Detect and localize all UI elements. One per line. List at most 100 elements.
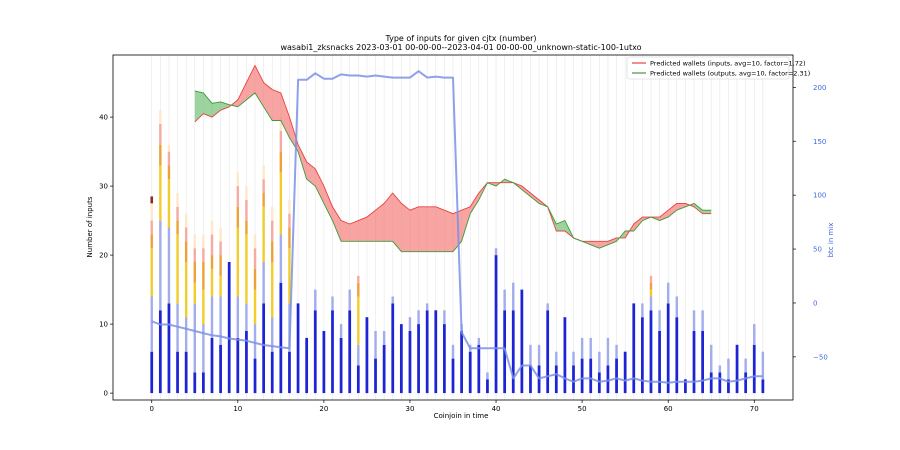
band-segment-38 [521,186,531,197]
bar-third-1 [159,165,162,221]
bar-base-68 [735,344,739,394]
bar-second-61 [675,296,679,318]
band-segment-57 [685,203,695,207]
x-axis-ticks: 0 10 20 30 40 50 60 70 [149,400,759,413]
bar-base-66 [718,372,722,394]
band-segment-48 [607,237,617,245]
bar-second-40 [494,248,498,256]
bar-second-21 [331,296,334,311]
bar-sixth-0 [150,199,153,221]
bar-fourth-5 [193,262,196,283]
bar-base-57 [640,317,644,394]
bar-base-2 [167,303,171,394]
bar-base-58 [649,310,653,394]
y-axis-label: Number of inputs [86,196,94,257]
bar-fifth-13 [262,179,265,193]
band-segment-22 [384,193,393,242]
bar-second-64 [701,310,704,331]
band-segment-29 [444,210,453,252]
bar-base-37 [468,351,472,394]
bar-base-71 [761,379,765,394]
band-segment-31 [461,206,471,242]
bar-sixth-11 [245,186,248,200]
bar-base-54 [615,358,618,394]
y2-tick-label--50: −50 [813,353,828,361]
bar-second-65 [710,344,713,373]
y2-tick-label-50: 50 [813,246,822,254]
bar-sixth-4 [184,213,188,228]
series-line-2 [151,70,763,384]
bar-fifth-24 [357,275,360,283]
band-segment-47 [599,241,608,249]
bar-sixth-1 [159,110,162,124]
bar-fourth-11 [245,220,248,235]
bar-fifth-16 [288,213,291,228]
bar-second-13 [262,262,265,304]
bar-sixth-8 [219,227,222,242]
bar-third-11 [245,234,248,304]
legend-box [626,56,790,80]
bar-third-13 [262,206,265,262]
band-segment-9 [272,89,281,121]
bar-second-32 [425,303,429,311]
bar-fourth-15 [279,151,283,173]
bar-fifth-3 [176,206,179,221]
bar-third-5 [193,282,196,304]
bar-sixth-13 [262,165,265,180]
x-tick-label-70: 70 [750,405,759,413]
bar-third-58 [649,289,653,297]
bar-second-53 [606,337,610,366]
bar-second-5 [193,303,196,373]
bar-second-28 [391,296,394,304]
bar-second-70 [753,324,756,345]
bar-base-3 [176,351,179,394]
bar-base-55 [623,351,627,394]
band-segment-59 [702,210,712,214]
bar-sixth-14 [271,206,274,221]
bar-base-8 [219,344,222,394]
band-segment-27 [427,206,436,252]
bar-fifth-12 [253,248,257,269]
bar-third-6 [202,289,205,325]
bar-sixth-5 [193,234,196,249]
bar-base-44 [529,365,532,394]
bar-base-61 [675,317,679,394]
bar-base-63 [692,331,696,394]
bar-fifth-0 [150,220,153,235]
bar-fourth-13 [262,193,265,207]
bar-base-52 [597,372,601,394]
bar-second-57 [641,303,644,318]
bar-base-38 [477,344,481,394]
plot-frame [112,54,794,401]
bar-second-60 [666,282,670,304]
x-tick-label-50: 50 [578,405,587,413]
bar-base-24 [356,365,360,394]
bar-second-51 [589,337,592,359]
bar-fifth-10 [236,186,240,207]
bar-fourth-7 [210,255,214,269]
band-segment-2 [211,101,221,118]
bar-second-71 [761,351,765,380]
bar-base-51 [589,358,593,394]
bar-base-26 [374,358,377,394]
bar-base-40 [494,255,498,394]
bar-base-60 [666,303,670,394]
bar-base-6 [202,372,205,394]
band-segment-51 [633,217,643,231]
bar-second-35 [451,344,455,359]
bar-fifth-58 [649,275,653,283]
bar-second-49 [572,351,575,366]
bar-base-1 [158,310,162,394]
band-segment-16 [332,206,342,242]
band-segment-14 [315,168,324,204]
band-segment-21 [375,203,385,242]
bar-base-12 [253,358,257,394]
bar-third-10 [236,227,240,297]
band-segment-6 [246,65,256,100]
bar-base-50 [580,358,584,394]
bar-base-23 [348,310,352,394]
bar-second-44 [529,344,532,366]
bar-sixth-7 [210,220,214,235]
band-segment-1 [203,92,212,118]
x-tick-label-40: 40 [492,405,501,413]
